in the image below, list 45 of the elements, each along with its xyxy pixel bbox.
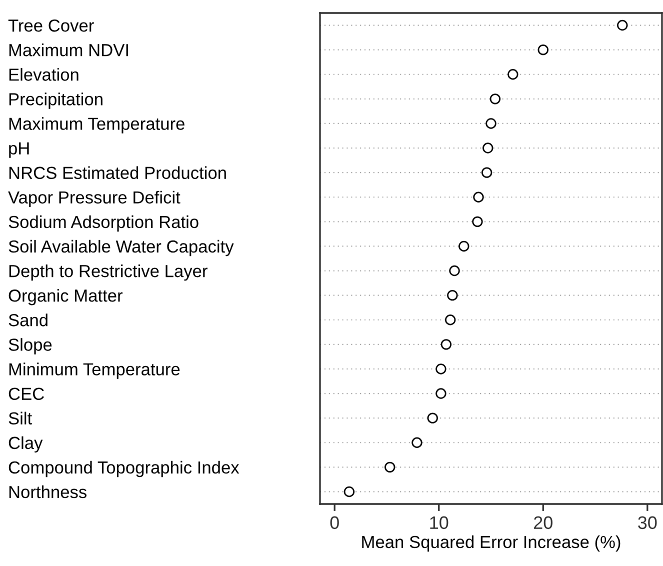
x-tick-label: 20 bbox=[534, 516, 552, 530]
y-tick-label: CEC bbox=[8, 388, 44, 400]
point bbox=[344, 486, 355, 498]
y-tick-label: Compound Topographic Index bbox=[8, 460, 240, 478]
y-tick-label: Organic Matter bbox=[8, 289, 123, 306]
y-tick-label: Minimum Temperature bbox=[9, 362, 180, 379]
y-tick-label: Vapor Pressure Deficit bbox=[8, 190, 180, 208]
y-tick-label: Depth to Restrictive Layer bbox=[9, 264, 208, 281]
y-tick-label: NRCS Estimated Production bbox=[9, 166, 226, 180]
y-tick-label: Sand bbox=[8, 314, 48, 326]
point bbox=[481, 167, 492, 178]
y-tick-label: Precipitation bbox=[9, 92, 102, 109]
point bbox=[447, 290, 458, 301]
y-tick-label: Soil Available Water Capacity bbox=[8, 240, 234, 256]
y-tick-label: Northness bbox=[9, 485, 86, 498]
x-tick-label: 30 bbox=[638, 516, 657, 530]
y-tick-label: Sodium Adsorption Ratio bbox=[8, 215, 198, 232]
x-tick-label: 0 bbox=[330, 516, 339, 530]
y-tick-label: Elevation bbox=[9, 68, 78, 81]
point bbox=[486, 118, 496, 129]
point bbox=[490, 94, 501, 104]
point bbox=[508, 69, 518, 80]
x-tick-label: 10 bbox=[430, 516, 448, 530]
y-tick-label: Maximum Temperature bbox=[9, 117, 184, 134]
point bbox=[384, 462, 396, 473]
point bbox=[482, 142, 494, 154]
point bbox=[458, 240, 470, 252]
point bbox=[538, 44, 548, 56]
point bbox=[412, 437, 422, 448]
y-tick-label: pH bbox=[9, 142, 29, 158]
point bbox=[472, 216, 483, 228]
point bbox=[617, 20, 628, 31]
point bbox=[449, 265, 460, 276]
point bbox=[436, 364, 446, 374]
y-tick-label: Clay bbox=[8, 436, 43, 453]
point bbox=[427, 412, 438, 424]
y-tick-label: Tree Cover bbox=[8, 19, 94, 32]
point bbox=[436, 388, 446, 399]
point bbox=[473, 192, 484, 202]
y-tick-label: Slope bbox=[8, 338, 52, 354]
point bbox=[440, 339, 452, 350]
y-tick-label: Silt bbox=[8, 412, 32, 425]
point bbox=[444, 314, 456, 326]
x-axis-title: Mean Squared Error Increase (%) bbox=[362, 535, 620, 552]
y-tick-label: Maximum NDVI bbox=[9, 44, 128, 56]
